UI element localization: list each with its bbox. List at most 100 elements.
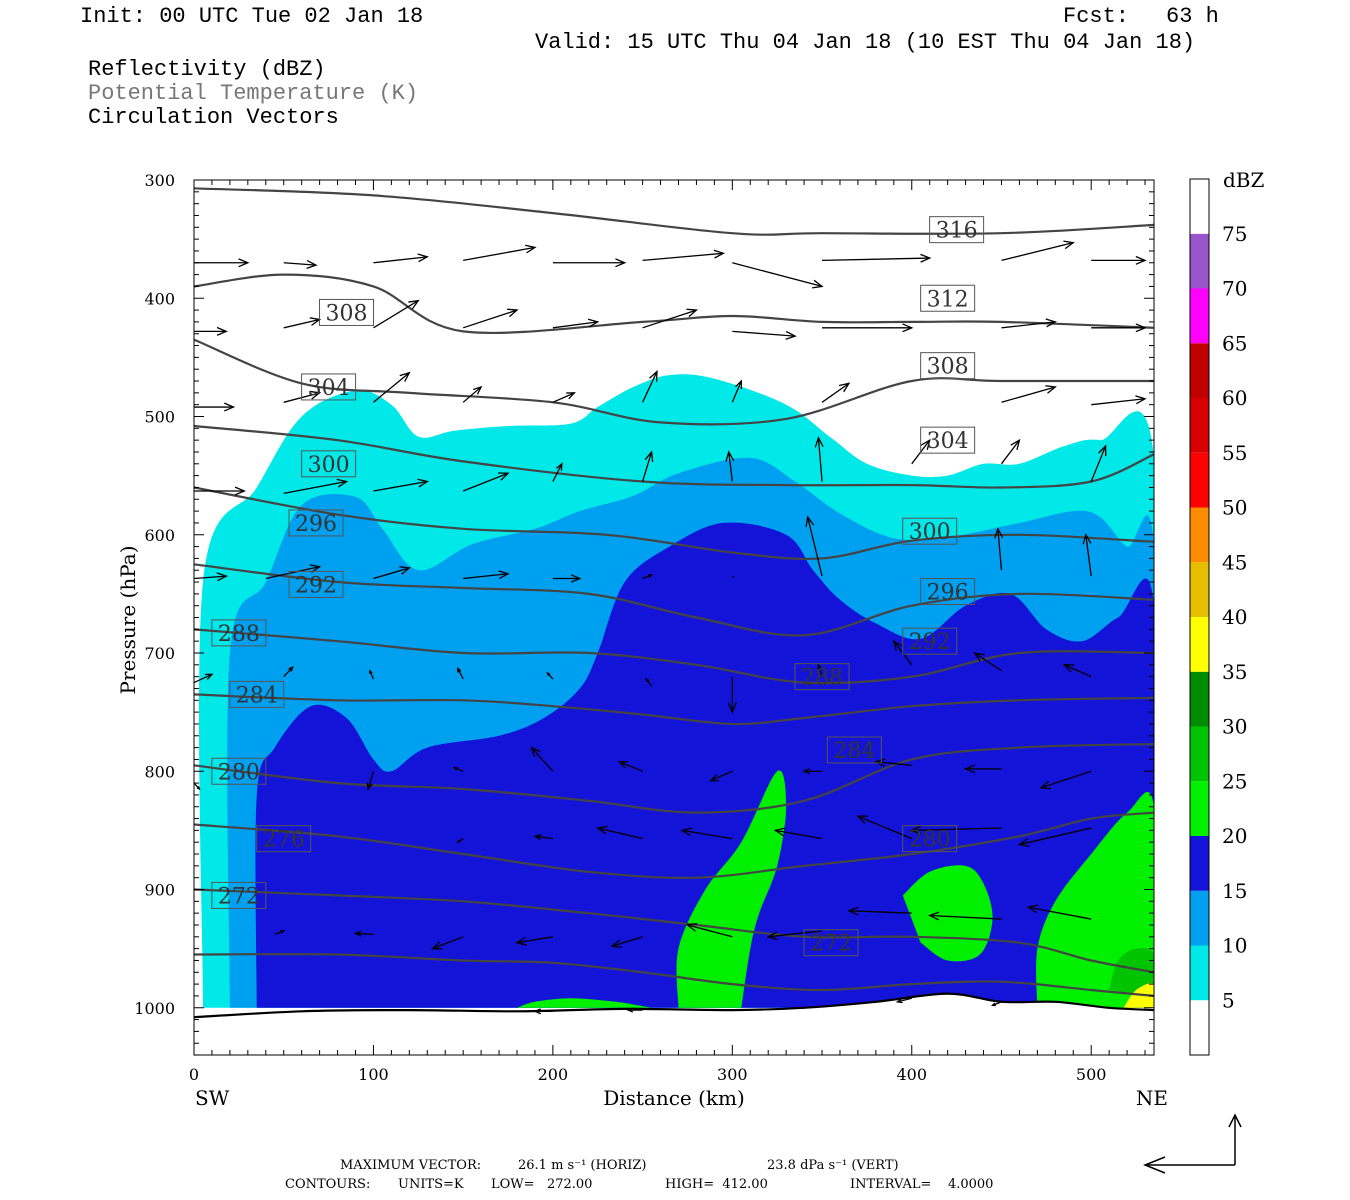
colorbar-level-label: 70 — [1222, 277, 1247, 301]
contour-label: 304 — [301, 373, 357, 401]
x-tick-label: 100 — [358, 1065, 389, 1084]
contour-label-text: 284 — [236, 683, 278, 708]
contour-label: 272 — [211, 881, 267, 909]
contour-label-text: 280 — [909, 828, 951, 853]
circulation-vector — [822, 253, 932, 263]
circulation-vector — [283, 317, 322, 329]
colorbar-swatch — [1190, 781, 1209, 836]
contours-high: HIGH= 412.00 — [665, 1177, 768, 1192]
circulation-vector — [369, 669, 375, 680]
circulation-vector — [928, 911, 1002, 921]
circulation-vector — [822, 323, 914, 333]
contour-label: 276 — [256, 825, 312, 853]
contour-label-text: 304 — [308, 376, 350, 401]
y-tick-label: 900 — [144, 881, 175, 900]
circulation-vector — [596, 825, 643, 840]
contour-label-text: 312 — [927, 287, 969, 312]
colorbar-swatch — [1190, 1000, 1209, 1055]
theta-contour-296 — [194, 563, 1154, 637]
colorbar-swatch — [1190, 288, 1209, 344]
circulation-vector — [766, 930, 823, 941]
x-axis-label: Distance (km) — [603, 1086, 745, 1110]
valid-time: Valid: 15 UTC Thu 04 Jan 18 (10 EST Thu … — [535, 30, 1196, 55]
contour-label: 312 — [920, 284, 976, 312]
circulation-vector — [283, 260, 318, 269]
theta-contour-276 — [194, 888, 1154, 974]
circulation-vector — [963, 764, 1002, 774]
circulation-vector — [973, 652, 1002, 672]
max-vector-horiz: 26.1 m s⁻¹ (HORIZ) — [518, 1158, 647, 1173]
circulation-vector — [1091, 395, 1147, 406]
circulation-vector — [874, 758, 912, 768]
contour-label: 300 — [301, 450, 357, 478]
contour-label: 272 — [803, 929, 859, 957]
colorbar-swatch — [1190, 179, 1209, 234]
circulation-vector — [373, 299, 420, 329]
contour-label: 304 — [920, 426, 976, 454]
contour-label: 292 — [288, 570, 344, 598]
y-tick-label: 500 — [144, 408, 175, 427]
surface-line — [194, 992, 1154, 1019]
circulation-vector — [194, 258, 250, 268]
circulation-vector — [462, 385, 483, 403]
contour-label: 300 — [902, 517, 958, 545]
theta-contour-272 — [194, 953, 1154, 997]
circulation-vector — [731, 575, 735, 578]
theta-contour-304 — [194, 424, 1154, 489]
contour-label-text: 316 — [936, 219, 978, 244]
field-reflectivity: Reflectivity (dBZ) — [88, 57, 326, 82]
contour-label-text: 308 — [927, 355, 969, 380]
colorbar-level-label: 25 — [1222, 769, 1247, 793]
colorbar-level-label: 10 — [1222, 934, 1247, 958]
circulation-vector — [610, 936, 643, 948]
contour-label: 296 — [288, 509, 344, 537]
circulation-vector — [1017, 827, 1092, 847]
reference-vector-icon — [1142, 1113, 1242, 1174]
colorbar-level-label: 5 — [1222, 988, 1235, 1012]
contour-label-text: 304 — [927, 429, 969, 454]
contour-label: 308 — [319, 298, 375, 326]
colorbar-swatch — [1190, 343, 1209, 398]
forecast-hour: 63 h — [1166, 4, 1219, 29]
circulation-vector — [814, 436, 824, 482]
colorbar-swatch — [1190, 726, 1209, 782]
contour-label-text: 308 — [326, 301, 368, 326]
circulation-vector — [194, 326, 228, 336]
circulation-vector — [366, 771, 375, 791]
contour-label-text: 292 — [295, 573, 337, 598]
circulation-vector — [1091, 255, 1147, 265]
theta-contour-300 — [194, 486, 1154, 561]
y-tick-label: 400 — [144, 289, 175, 308]
theta-contour-288 — [194, 693, 1154, 726]
circulation-vector — [462, 308, 519, 329]
circulation-vector — [1091, 323, 1147, 333]
contour-label-text: 288 — [218, 622, 260, 647]
circulation-vector — [1026, 904, 1092, 920]
colorbar-swatch — [1190, 233, 1209, 289]
y-axis-label: Pressure (hPa) — [116, 546, 140, 695]
contours-low: LOW= 272.00 — [491, 1177, 593, 1192]
circulation-vector — [821, 382, 851, 403]
contour-label-text: 284 — [833, 739, 875, 764]
contour-label-text: 292 — [909, 630, 951, 655]
y-tick-label: 700 — [144, 644, 175, 663]
contour-label-text: 300 — [308, 453, 350, 478]
circulation-vector — [194, 782, 201, 791]
x-tick-label: 0 — [189, 1065, 199, 1084]
colorbar-frame — [1189, 178, 1210, 1056]
colorbar-level-label: 20 — [1222, 824, 1247, 848]
contour-label: 308 — [920, 352, 976, 380]
circulation-vector — [194, 673, 214, 684]
colorbar-swatch — [1190, 671, 1209, 727]
contour-label-text: 272 — [218, 884, 260, 909]
colorbar-swatch — [1190, 507, 1209, 563]
contours-units: UNITS=K — [398, 1177, 464, 1192]
y-tick-label: 1000 — [134, 999, 175, 1018]
circulation-vector — [283, 665, 294, 678]
circulation-vector — [617, 761, 643, 772]
circulation-vector — [732, 330, 797, 340]
circulation-vector — [727, 676, 737, 714]
contour-label: 284 — [229, 680, 285, 708]
theta-contour-316 — [194, 187, 1154, 236]
theta-contour-292 — [194, 628, 1154, 685]
